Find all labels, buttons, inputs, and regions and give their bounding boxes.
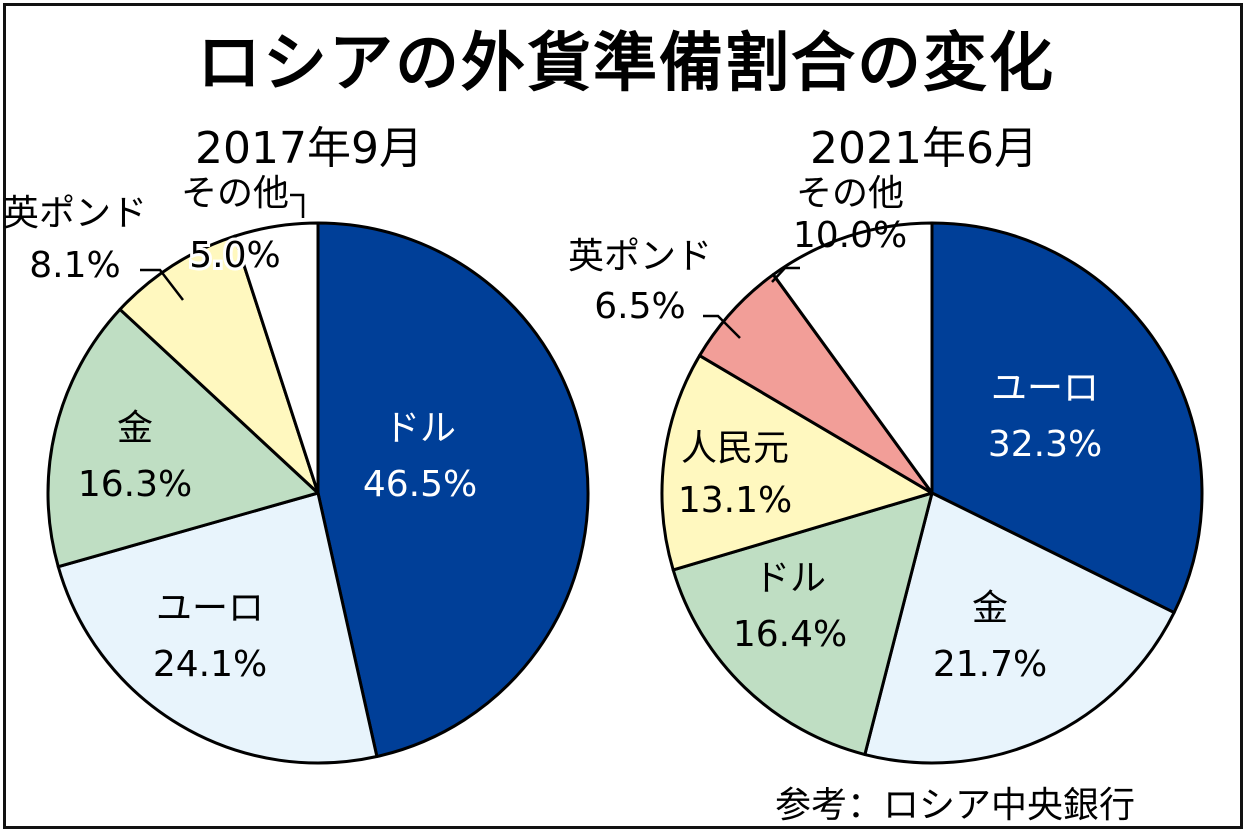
slice-label: ドル bbox=[384, 408, 456, 449]
pie-slice bbox=[56, 491, 379, 765]
pie-slice bbox=[316, 221, 590, 758]
slice-value: 16.4% bbox=[733, 614, 847, 655]
leader-line bbox=[703, 314, 741, 339]
pie-slice bbox=[698, 273, 934, 495]
slice-value: 46.5% bbox=[363, 464, 477, 505]
pie-slice bbox=[233, 221, 320, 495]
pie-0: ドル 46.5% ユーロ 24.1% 金 16.3% 英ポンド 8.1% その他 5.0% bbox=[3, 173, 590, 765]
pie-title-2017: 2017年9月 bbox=[195, 123, 423, 174]
leader-line bbox=[771, 266, 800, 283]
pie-slice bbox=[660, 354, 934, 572]
slice-label: ドル bbox=[754, 558, 826, 599]
pie-slice bbox=[863, 491, 1176, 765]
slice-label: 金 bbox=[972, 588, 1008, 629]
pie-slice bbox=[771, 221, 934, 495]
pie-title-2021: 2021年6月 bbox=[810, 123, 1038, 174]
leader-line bbox=[140, 268, 184, 301]
slice-label: 英ポンド bbox=[568, 236, 712, 277]
pie-slice bbox=[118, 234, 320, 495]
chart-title: ロシアの外貨準備割合の変化 bbox=[197, 27, 1055, 101]
slice-value: 24.1% bbox=[153, 644, 267, 685]
pie-slice bbox=[46, 307, 320, 569]
slice-label: 金 bbox=[117, 408, 153, 449]
leader-line bbox=[290, 193, 305, 218]
pie-slice bbox=[930, 221, 1204, 615]
pie-slice bbox=[671, 491, 934, 757]
slice-label: ユーロ bbox=[991, 368, 1099, 409]
slice-label: 人民元 bbox=[681, 428, 789, 469]
slice-label: その他 bbox=[181, 173, 289, 214]
slice-label: その他 bbox=[796, 173, 904, 214]
slice-label: 英ポンド bbox=[3, 193, 147, 234]
pie-1: ユーロ 32.3% 金 21.7% ドル 16.4% 人民元 13.1% 英ポンド 6.5% その他… bbox=[568, 173, 1204, 765]
slice-value: 32.3% bbox=[988, 424, 1102, 465]
slice-label: ユーロ bbox=[156, 588, 264, 629]
source-note: 参考：ロシア中央銀行 bbox=[775, 785, 1136, 826]
slice-value: 5.0% bbox=[189, 235, 280, 276]
slice-value: 8.1% bbox=[29, 245, 120, 286]
slice-value: 10.0% bbox=[793, 215, 907, 256]
slice-value: 21.7% bbox=[933, 644, 1047, 685]
slice-value: 16.3% bbox=[78, 464, 192, 505]
slice-value: 13.1% bbox=[678, 480, 792, 521]
slice-value: 6.5% bbox=[594, 286, 685, 327]
